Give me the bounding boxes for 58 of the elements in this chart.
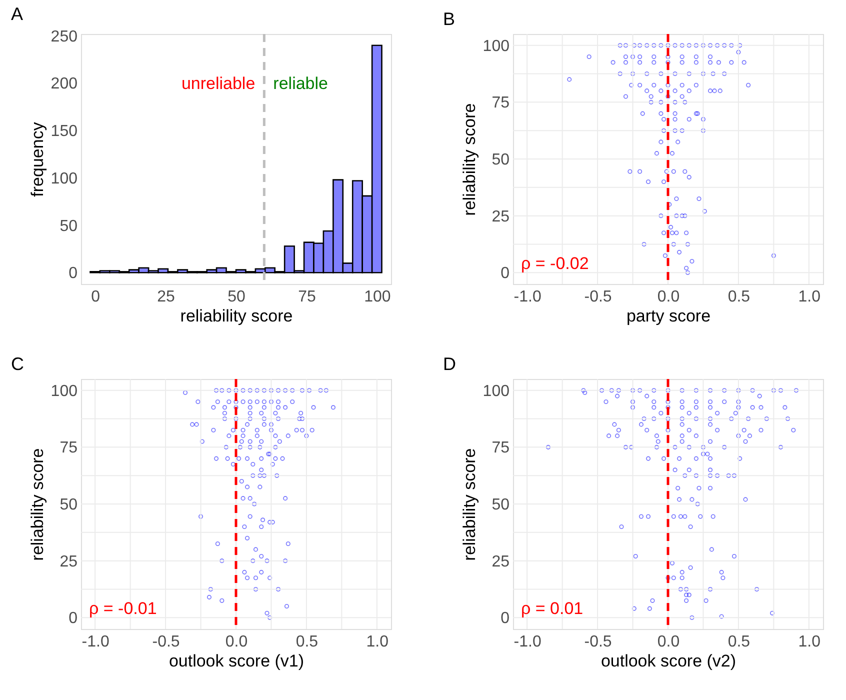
y-axis-title: frequency [28,122,47,197]
x-tick-label: 1.0 [798,634,821,650]
x-tick-label: -1.0 [514,634,542,650]
y-tick-label: 50 [492,152,510,168]
chart-title: A [11,4,24,24]
y-axis-title: reliability score [460,103,479,216]
y-tick-label: 0 [500,610,510,628]
x-tick-label: 0.5 [728,634,750,650]
y-tick-label: 50 [60,496,78,514]
x-tick-label: -0.5 [584,288,612,306]
chart-title: C [11,354,24,374]
y-tick-label: 25 [492,553,510,570]
y-tick-label: 0 [68,265,78,282]
x-tick-label: 1.0 [798,288,821,306]
y-tick-label: 0 [500,265,510,282]
x-tick-label: 0.0 [657,634,680,650]
annotation: ρ = -0.01 [89,599,157,618]
y-tick-label: 75 [492,94,510,112]
y-axis-title: reliability score [460,448,479,561]
y-tick-label: 100 [482,38,510,55]
x-tick-label: -0.5 [152,634,180,650]
x-tick-label: -0.5 [584,634,612,650]
x-tick-label: 0.5 [728,288,750,306]
y-tick-label: 25 [492,208,510,226]
y-tick-label: 25 [60,553,78,570]
y-tick-label: 50 [492,496,510,514]
x-axis-title: outlook score (v2) [600,652,736,670]
y-tick-label: 200 [50,76,78,93]
chart-title: B [443,8,456,29]
x-tick-label: -1.0 [514,288,542,306]
x-tick-label: 100 [364,288,391,306]
y-tick-label: 75 [492,440,510,457]
x-tick-label: 0.5 [296,634,318,650]
y-tick-label: 150 [50,123,78,140]
chart-title: D [443,354,456,374]
x-tick-label: 0 [91,288,100,306]
y-axis-title: reliability score [28,448,47,561]
annotation: unreliable [181,74,256,93]
x-axis-title: reliability score [180,306,293,326]
annotation: reliable [273,74,328,93]
x-tick-label: 50 [228,288,246,306]
x-axis-title: party score [626,306,711,326]
y-tick-label: 50 [60,218,78,235]
y-tick-label: 0 [68,610,78,628]
x-tick-label: 0.0 [657,288,680,306]
x-tick-label: 1.0 [366,634,389,650]
x-tick-label: 75 [298,288,316,306]
annotation: ρ = -0.02 [521,254,589,273]
y-tick-label: 250 [50,28,78,46]
y-tick-label: 100 [50,170,78,188]
x-tick-label: -1.0 [82,634,110,650]
annotation: ρ = 0.01 [521,599,584,618]
x-axis-title: outlook score (v1) [168,652,304,670]
x-tick-label: 0.0 [225,634,248,650]
y-tick-label: 75 [60,440,78,457]
y-tick-label: 100 [50,382,78,400]
y-tick-label: 100 [482,382,510,400]
x-tick-label: 25 [157,288,176,306]
